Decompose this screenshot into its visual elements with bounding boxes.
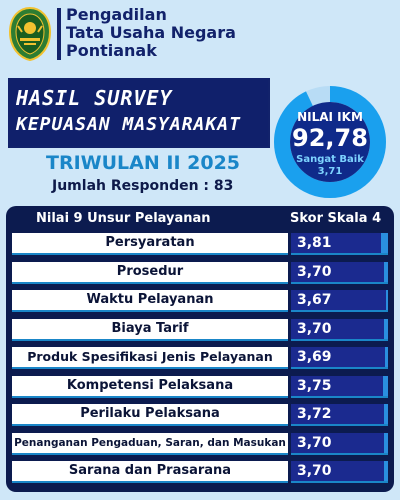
table-header-elements: Nilai 9 Unsur Pelayanan [36,211,211,226]
service-score-bar [385,347,388,367]
service-score-bar [384,461,388,481]
service-score-bar [381,233,388,253]
ikm-value: 92,78 [292,124,368,152]
ikm-scale-value: 3,71 [317,166,343,177]
service-element-label: Prosedur [12,261,288,284]
service-score-value: 3,69 [297,349,332,365]
service-element-label: Perilaku Pelaksana [12,404,288,426]
ikm-category: Sangat Baik [296,154,364,165]
table-row: Persyaratan 3,81 [12,233,388,255]
service-score-cell: 3,72 [291,404,388,426]
service-score-bar [386,290,388,310]
court-emblem-icon [6,6,54,62]
period-label: TRIWULAN II 2025 [46,152,241,174]
service-element-label: Waktu Pelayanan [12,290,288,312]
service-score-bar [384,432,388,453]
service-score-value: 3,70 [297,463,332,479]
table-row: Prosedur 3,70 [12,261,388,284]
ikm-ring: NILAI IKM 92,78 Sangat Baik 3,71 [272,84,388,200]
service-score-cell: 3,69 [291,347,388,369]
service-element-label: Persyaratan [12,233,288,255]
table-row: Perilaku Pelaksana 3,72 [12,404,388,426]
service-score-bar [384,404,388,424]
service-score-value: 3,81 [297,235,332,251]
service-element-label: Kompetensi Pelaksana [12,375,288,398]
service-score-cell: 3,70 [291,432,388,455]
institution-line-1: Pengadilan [66,5,167,24]
service-score-value: 3,70 [297,263,332,280]
service-score-value: 3,70 [297,320,332,337]
service-score-value: 3,72 [297,406,332,422]
service-score-cell: 3,75 [291,375,388,398]
service-score-value: 3,75 [297,377,332,394]
service-score-cell: 3,67 [291,290,388,312]
table-header-score: Skor Skala 4 [290,211,382,226]
table-row: Sarana dan Prasarana 3,70 [12,461,388,483]
institution-line-2: Tata Usaha Negara [66,23,236,42]
ikm-label: NILAI IKM [297,110,363,124]
service-score-value: 3,70 [297,434,332,451]
ikm-ring-graphic [274,86,386,198]
table-row: Penanganan Pengaduan, Saran, dan Masukan… [12,432,388,455]
respondent-count: Jumlah Responden : 83 [52,178,234,194]
service-score-bar [384,261,388,282]
survey-title-line-2: KEPUASAN MASYARAKAT [16,114,241,135]
ikm-progress-arc [274,86,386,198]
institution-name: Pengadilan Tata Usaha Negara Pontianak [66,6,236,60]
service-score-bar [384,318,388,339]
service-score-bar [383,375,388,396]
service-score-cell: 3,70 [291,261,388,284]
service-score-table: Nilai 9 Unsur Pelayanan Skor Skala 4 Per… [6,206,394,492]
institution-divider [57,8,61,60]
service-score-cell: 3,70 [291,318,388,341]
institution-line-3: Pontianak [66,41,157,60]
table-row: Produk Spesifikasi Jenis Pelayanan 3,69 [12,347,388,369]
service-score-cell: 3,81 [291,233,388,255]
service-score-value: 3,67 [297,292,332,308]
survey-title-line-1: HASIL SURVEY [16,86,173,110]
table-row: Kompetensi Pelaksana 3,75 [12,375,388,398]
service-score-cell: 3,70 [291,461,388,483]
service-element-label: Produk Spesifikasi Jenis Pelayanan [12,347,288,369]
table-row: Waktu Pelayanan 3,67 [12,290,388,312]
survey-title-box: HASIL SURVEY KEPUASAN MASYARAKAT [8,78,270,148]
service-element-label: Biaya Tarif [12,318,288,341]
service-element-label: Sarana dan Prasarana [12,461,288,483]
service-element-label: Penanganan Pengaduan, Saran, dan Masukan [12,432,288,455]
table-row: Biaya Tarif 3,70 [12,318,388,341]
